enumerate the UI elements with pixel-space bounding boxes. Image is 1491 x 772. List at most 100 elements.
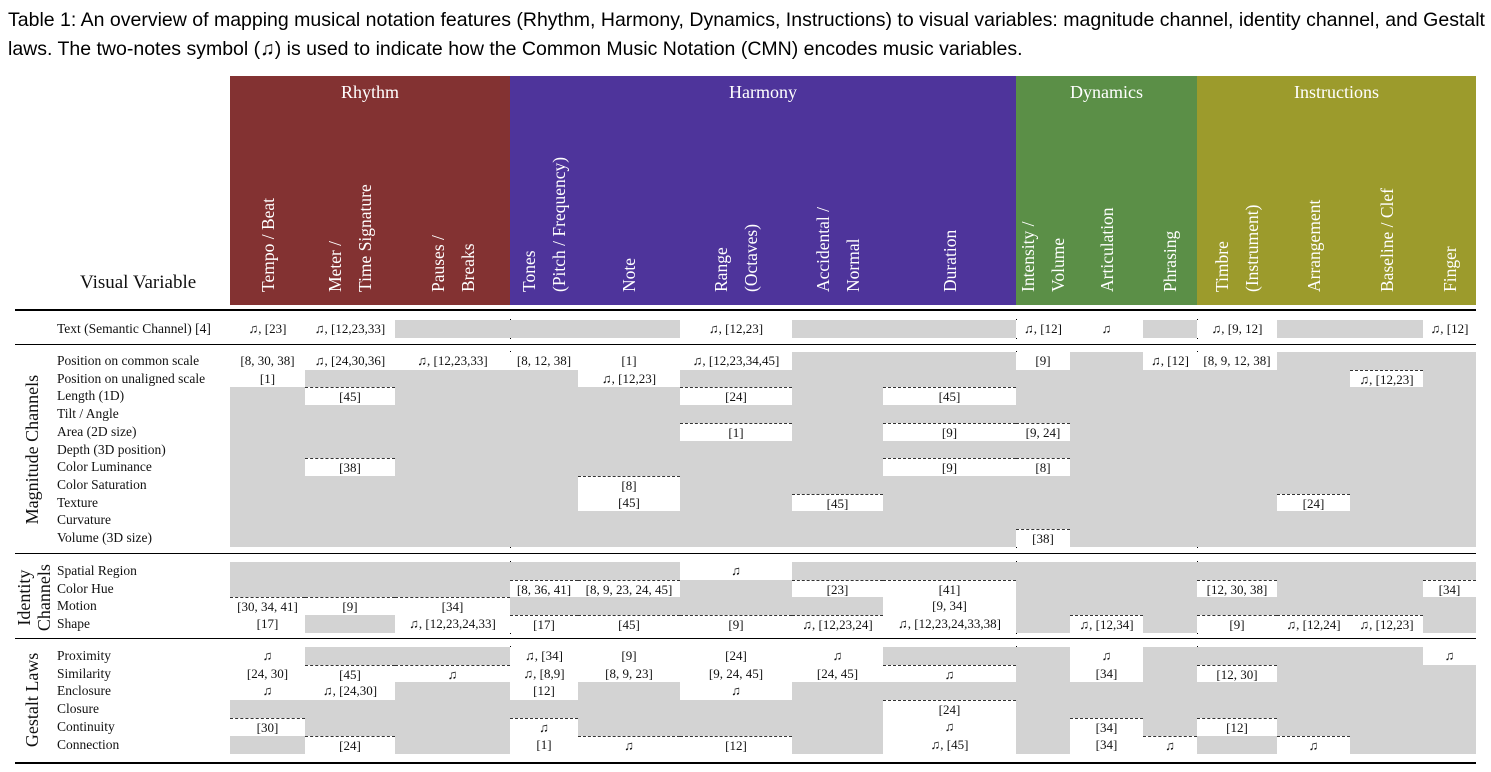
- empty-cell: [510, 405, 578, 424]
- empty-cell: [578, 440, 680, 459]
- empty-cell: [1070, 352, 1143, 371]
- value-cell: [38]: [305, 458, 395, 477]
- empty-cell: [1277, 529, 1350, 548]
- column-header-line: Arrangement: [1303, 199, 1324, 292]
- value-cell: [30]: [230, 717, 305, 736]
- empty-cell: [1016, 700, 1070, 719]
- empty-cell: [395, 369, 510, 388]
- empty-cell: [395, 405, 510, 424]
- empty-cell: [395, 422, 510, 441]
- empty-cell: [1423, 387, 1476, 406]
- empty-cell: [395, 493, 510, 512]
- empty-cell: [792, 405, 883, 424]
- row-label: Color Luminance: [57, 459, 152, 475]
- section-label-line: Gestalt Laws: [22, 652, 42, 748]
- value-cell: ♫, [12,23,33]: [305, 320, 395, 339]
- column-header: Intensity / Volume: [1013, 222, 1073, 292]
- value-cell: ♫: [792, 647, 883, 666]
- empty-cell: [792, 682, 883, 701]
- value-cell: ♫, [12,23]: [680, 320, 792, 339]
- empty-cell: [1423, 562, 1476, 581]
- empty-cell: [305, 579, 395, 598]
- empty-cell: [1143, 597, 1197, 616]
- value-cell: [8, 36, 41]: [510, 579, 578, 598]
- value-cell: [8, 12, 38]: [510, 352, 578, 371]
- empty-cell: [1016, 562, 1070, 581]
- header-group-dynamics: Dynamics: [1016, 76, 1197, 305]
- empty-cell: [1070, 405, 1143, 424]
- row-label: Position on unaligned scale: [57, 370, 206, 386]
- empty-cell: [1350, 664, 1423, 683]
- empty-cell: [792, 700, 883, 719]
- column-header-line: Intensity /: [1018, 221, 1038, 292]
- value-cell: [45]: [883, 387, 1016, 406]
- empty-cell: [230, 700, 305, 719]
- value-cell: ♫, [12,23,24]: [792, 615, 883, 634]
- value-cell: [12, 30, 38]: [1197, 579, 1277, 598]
- row-label: Length (1D): [57, 388, 125, 404]
- empty-cell: [578, 562, 680, 581]
- value-cell: ♫, [45]: [883, 735, 1016, 754]
- empty-cell: [1016, 369, 1070, 388]
- value-cell: ♫, [12,34]: [1070, 615, 1143, 634]
- empty-cell: [578, 405, 680, 424]
- value-cell: [45]: [305, 387, 395, 406]
- value-cell: [45]: [305, 664, 395, 683]
- empty-cell: [578, 717, 680, 736]
- value-cell: [24]: [883, 700, 1016, 719]
- table-rule: [15, 344, 1476, 345]
- empty-cell: [510, 440, 578, 459]
- empty-cell: [1070, 700, 1143, 719]
- empty-cell: [680, 475, 792, 494]
- column-header-line: Meter /: [325, 240, 345, 292]
- column-header-line: Note: [619, 257, 639, 292]
- empty-cell: [1197, 369, 1277, 388]
- empty-cell: [578, 422, 680, 441]
- empty-cell: [1423, 458, 1476, 477]
- empty-cell: [510, 562, 578, 581]
- empty-cell: [305, 647, 395, 666]
- empty-cell: [510, 511, 578, 530]
- empty-cell: [1350, 440, 1423, 459]
- column-header: Accidental / Normal: [808, 207, 868, 292]
- value-cell: [9]: [1016, 352, 1070, 371]
- empty-cell: [1143, 529, 1197, 548]
- empty-cell: [792, 369, 883, 388]
- empty-cell: [1070, 682, 1143, 701]
- empty-cell: [792, 529, 883, 548]
- empty-cell: [1143, 579, 1197, 598]
- table-rule: [15, 309, 1476, 311]
- empty-cell: [680, 493, 792, 512]
- empty-cell: [1070, 369, 1143, 388]
- empty-cell: [680, 511, 792, 530]
- empty-cell: [305, 717, 395, 736]
- empty-cell: [1143, 387, 1197, 406]
- empty-cell: [305, 562, 395, 581]
- row-label: Curvature: [57, 512, 111, 528]
- value-cell: [17]: [510, 615, 578, 634]
- empty-cell: [1423, 664, 1476, 683]
- column-header: Arrangement: [1299, 200, 1329, 292]
- empty-cell: [1197, 647, 1277, 666]
- empty-cell: [1423, 493, 1476, 512]
- empty-cell: [1016, 440, 1070, 459]
- empty-cell: [578, 700, 680, 719]
- row-label: Motion: [57, 598, 97, 614]
- header-group-label: Rhythm: [340, 82, 399, 102]
- empty-cell: [230, 735, 305, 754]
- empty-cell: [1350, 458, 1423, 477]
- empty-cell: [1143, 562, 1197, 581]
- value-cell: ♫, [34]: [510, 647, 578, 666]
- empty-cell: [1277, 320, 1350, 339]
- value-cell: [12]: [680, 735, 792, 754]
- empty-cell: [792, 511, 883, 530]
- empty-cell: [305, 493, 395, 512]
- value-cell: [9]: [305, 597, 395, 616]
- value-cell: [9]: [883, 458, 1016, 477]
- empty-cell: [680, 529, 792, 548]
- empty-cell: [230, 475, 305, 494]
- table-edge: [1476, 351, 1477, 548]
- empty-cell: [1350, 475, 1423, 494]
- table-edge: [1476, 561, 1477, 634]
- empty-cell: [230, 493, 305, 512]
